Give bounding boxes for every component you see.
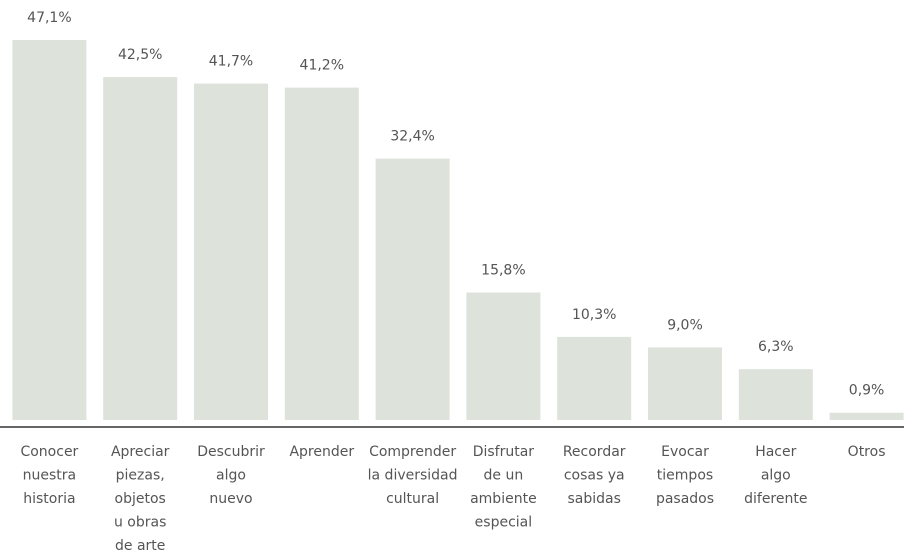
x-tick-label: historia (23, 491, 75, 507)
x-tick-label: u obras (114, 515, 166, 531)
x-tick-label: ambiente (470, 491, 537, 507)
bar (103, 77, 178, 421)
bar (375, 158, 450, 420)
x-tick-label: Comprender (369, 444, 456, 460)
x-tick-label: diferente (744, 491, 807, 507)
x-tick-label: algo (216, 468, 246, 484)
x-tick-label: Otros (848, 444, 886, 460)
x-tick-label: de arte (115, 538, 165, 552)
x-tick-label: tiempos (657, 468, 713, 484)
value-label: 32,4% (390, 129, 434, 145)
x-tick-label: Descubrir (197, 444, 265, 460)
x-tick-label: Disfrutar (473, 444, 535, 460)
x-tick-label: especial (475, 515, 532, 531)
x-tick-label: Conocer (20, 444, 78, 460)
x-tick-label: piezas, (116, 468, 165, 484)
bar (466, 292, 541, 420)
bar (194, 83, 268, 420)
x-tick-label: nuestra (23, 468, 76, 484)
value-label: 41,2% (300, 58, 344, 74)
value-label: 10,3% (572, 307, 616, 323)
x-tick-label: Evocar (661, 444, 709, 460)
bar (738, 369, 813, 420)
x-tick-label: la diversidad (368, 468, 458, 484)
x-tick-label: sabidas (567, 491, 620, 507)
x-tick-label: algo (761, 468, 791, 484)
x-tick-label: Aprender (289, 444, 354, 460)
x-tick-label: cultural (386, 491, 439, 507)
x-tick-label: cosas ya (564, 468, 625, 484)
x-tick-label: objetos (115, 491, 166, 507)
x-tick-label: pasados (656, 491, 714, 507)
value-label: 47,1% (27, 10, 71, 26)
bar (284, 87, 359, 420)
x-tick-label: de un (484, 468, 524, 484)
value-label: 6,3% (758, 339, 794, 355)
value-label: 42,5% (118, 47, 162, 63)
bar (12, 40, 87, 420)
value-label: 0,9% (849, 383, 885, 399)
x-tick-label: nuevo (209, 491, 252, 507)
value-label: 9,0% (667, 317, 703, 333)
bar (829, 412, 904, 420)
bar (648, 347, 722, 420)
x-tick-label: Hacer (755, 444, 796, 460)
x-tick-label: Recordar (563, 444, 626, 460)
bar (557, 336, 632, 420)
value-label: 41,7% (209, 54, 253, 70)
value-label: 15,8% (481, 263, 525, 279)
x-tick-label: Apreciar (111, 444, 170, 460)
